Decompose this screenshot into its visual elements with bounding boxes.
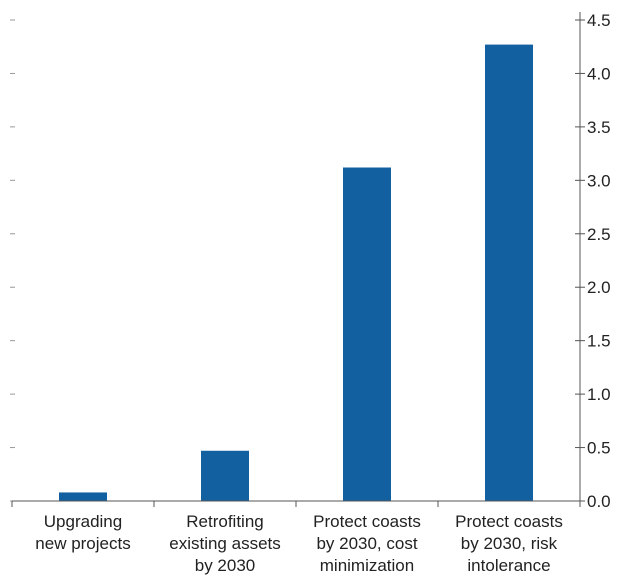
bar-4 — [485, 44, 533, 502]
x-category-label-line: Retrofiting — [186, 512, 263, 531]
bar-2 — [201, 450, 249, 501]
x-category-label-line: Protect coasts — [313, 512, 421, 531]
bars-group — [59, 44, 533, 502]
x-category-label-4: Protect coasts by 2030, risk intolerance — [455, 512, 563, 575]
y-tick-label-0: 0.0 — [587, 492, 611, 511]
bar-3 — [343, 167, 391, 502]
y-tick-label-5: 2.5 — [587, 225, 611, 244]
x-category-label-line: Protect coasts — [455, 512, 563, 531]
x-category-label-line: by 2030, cost — [316, 534, 417, 553]
y-tick-label-2: 1.0 — [587, 385, 611, 404]
y-axis: 0.0 0.5 1.0 1.5 2.0 2.5 3.0 3.5 4.0 4.5 — [10, 11, 611, 511]
x-axis: Upgrading new projects Retrofiting existing… — [11, 500, 581, 575]
x-category-label-line: by 2030 — [195, 556, 256, 575]
y-tick-label-7: 3.5 — [587, 118, 611, 137]
x-category-label-3: Protect coasts by 2030, cost minimization — [313, 512, 421, 575]
x-category-label-line: existing assets — [169, 534, 281, 553]
x-category-label-line: new projects — [35, 534, 130, 553]
x-category-label-line: intolerance — [467, 556, 550, 575]
y-tick-label-8: 4.0 — [587, 64, 611, 83]
x-category-label-1: Upgrading new projects — [35, 512, 130, 553]
y-tick-label-1: 0.5 — [587, 439, 611, 458]
y-tick-label-9: 4.5 — [587, 11, 611, 30]
x-category-label-2: Retrofiting existing assets by 2030 — [169, 512, 281, 575]
x-category-label-line: by 2030, risk — [461, 534, 558, 553]
y-tick-label-6: 3.0 — [587, 171, 611, 190]
bar-1 — [59, 492, 107, 501]
y-tick-label-3: 1.5 — [587, 332, 611, 351]
x-category-label-line: minimization — [320, 556, 414, 575]
y-tick-label-4: 2.0 — [587, 278, 611, 297]
x-category-label-line: Upgrading — [44, 512, 122, 531]
